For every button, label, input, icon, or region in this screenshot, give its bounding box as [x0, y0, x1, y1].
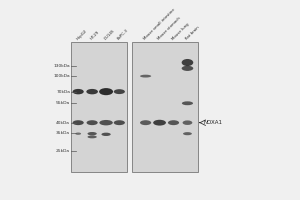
Text: HT-29: HT-29 [89, 30, 100, 41]
Text: Rat brain: Rat brain [184, 26, 200, 41]
Ellipse shape [114, 120, 125, 125]
Ellipse shape [182, 101, 193, 105]
Ellipse shape [99, 88, 113, 95]
Ellipse shape [99, 120, 113, 125]
Text: 35kDa: 35kDa [56, 131, 70, 135]
Ellipse shape [183, 132, 192, 135]
Text: HepG2: HepG2 [75, 29, 88, 41]
Ellipse shape [86, 89, 98, 94]
Text: 25kDa: 25kDa [56, 149, 70, 153]
Ellipse shape [87, 120, 98, 125]
Ellipse shape [75, 133, 81, 135]
Ellipse shape [140, 120, 151, 125]
Ellipse shape [182, 66, 193, 71]
Text: Mouse stomach: Mouse stomach [157, 16, 181, 41]
Text: 55kDa: 55kDa [56, 101, 70, 105]
Text: DU145: DU145 [103, 29, 116, 41]
Ellipse shape [183, 120, 192, 125]
Text: Mouse lung: Mouse lung [171, 22, 190, 41]
Text: NOXA1: NOXA1 [204, 120, 223, 125]
Ellipse shape [73, 120, 84, 125]
Ellipse shape [88, 132, 97, 135]
Text: BxPC-3: BxPC-3 [116, 28, 129, 41]
Text: 40kDa: 40kDa [56, 121, 70, 125]
Bar [71, 42, 127, 172]
Text: 70kDa: 70kDa [56, 90, 70, 94]
Ellipse shape [182, 59, 193, 66]
Text: 100kDa: 100kDa [53, 74, 70, 78]
Ellipse shape [73, 89, 84, 94]
Ellipse shape [114, 89, 125, 94]
Ellipse shape [140, 75, 151, 78]
Ellipse shape [101, 133, 111, 136]
Ellipse shape [88, 135, 97, 138]
Text: Mouse small intestine: Mouse small intestine [143, 8, 176, 41]
Ellipse shape [168, 120, 179, 125]
Ellipse shape [153, 120, 166, 126]
Text: 130kDa: 130kDa [53, 64, 70, 68]
Bar [132, 42, 198, 172]
